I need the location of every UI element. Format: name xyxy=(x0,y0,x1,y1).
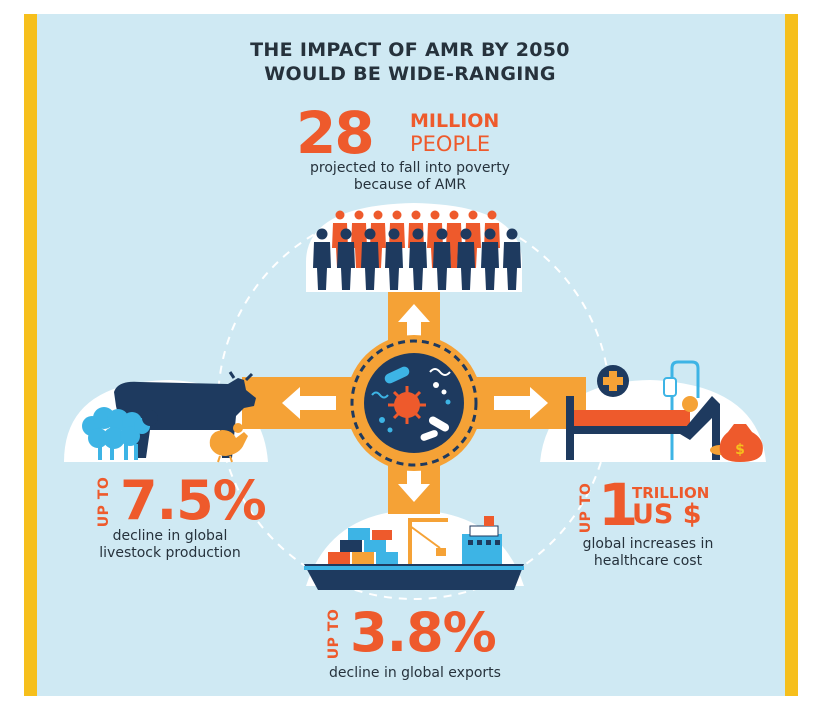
arrow-right-icon xyxy=(494,387,548,419)
svg-text:$: $ xyxy=(735,442,745,458)
healthcare-unit-trillion: TRILLION xyxy=(632,484,710,502)
healthcare-desc-line-2: healthcare cost xyxy=(593,553,703,569)
right-yellow-border xyxy=(785,14,798,696)
bacteria-virus-icon xyxy=(346,335,482,471)
livestock-value: 7.5% xyxy=(120,469,267,532)
people-description: projected to fall into poverty because o… xyxy=(280,160,540,194)
arrow-left-icon xyxy=(282,387,336,419)
people-crowd-icon xyxy=(313,210,521,290)
healthcare-desc-line-1: global increases in xyxy=(582,536,714,552)
people-desc-line-1: projected to fall into poverty xyxy=(310,160,510,176)
people-desc-line-2: because of AMR xyxy=(353,177,467,193)
money-bag-icon: $ xyxy=(710,424,763,462)
healthcare-value: 1 xyxy=(598,471,639,539)
people-value: 28 xyxy=(296,99,375,167)
arrow-down-icon xyxy=(398,466,430,502)
arrow-up-icon xyxy=(398,304,430,340)
healthcare-up-to-label: UP TO xyxy=(578,482,594,534)
exports-description: decline in global exports xyxy=(329,665,501,681)
hospital-bed-icon xyxy=(566,360,720,460)
healthcare-description: global increases in healthcare cost xyxy=(556,536,740,570)
left-yellow-border xyxy=(24,14,37,696)
livestock-desc-line-1: decline in global xyxy=(112,528,228,544)
title-line-1: THE IMPACT OF AMR BY 2050 xyxy=(250,39,570,61)
livestock-up-to-label: UP TO xyxy=(96,476,112,528)
title-line-2: WOULD BE WIDE-RANGING xyxy=(264,63,556,85)
exports-value: 3.8% xyxy=(350,601,497,664)
exports-up-to-label: UP TO xyxy=(326,608,342,660)
livestock-description: decline in global livestock production xyxy=(70,528,270,562)
cargo-ship-icon xyxy=(304,516,524,590)
infographic-title: THE IMPACT OF AMR BY 2050 WOULD BE WIDE-… xyxy=(160,38,660,86)
people-unit-people: PEOPLE xyxy=(410,132,491,156)
livestock-cow-sheep-chicken-icon xyxy=(82,371,256,463)
people-unit-million: MILLION xyxy=(410,110,500,132)
livestock-desc-line-2: livestock production xyxy=(99,545,241,561)
healthcare-unit-usd: US $ xyxy=(632,499,702,530)
